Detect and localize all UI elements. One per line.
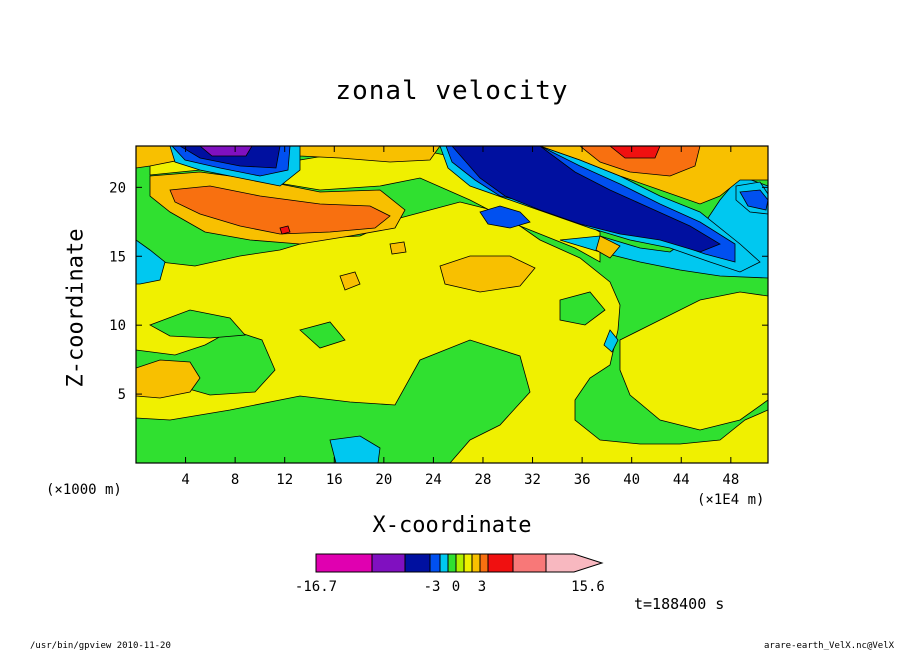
y-tick-label: 20 <box>109 180 126 196</box>
footer-left: /usr/bin/gpview 2010-11-20 <box>30 641 171 651</box>
colorbar-swatch <box>487 553 514 573</box>
x-axis-label: X-coordinate <box>372 513 532 538</box>
colorbar: -16.7 -3 0 3 15.6 <box>295 553 605 595</box>
colorbar-label: -3 <box>424 579 441 595</box>
colorbar-swatch <box>455 553 465 573</box>
x-scale-note: (×1E4 m) <box>697 492 765 508</box>
chart-title: zonal velocity <box>335 76 569 106</box>
colorbar-label: -16.7 <box>295 579 337 595</box>
y-axis-label: Z-coordinate <box>63 228 89 388</box>
x-tick-label: 40 <box>623 472 640 488</box>
x-axis: 4 8 12 16 20 24 28 32 36 40 44 48 <box>181 146 739 488</box>
colorbar-swatch <box>545 553 604 573</box>
x-tick-label: 48 <box>722 472 739 488</box>
time-label: t=188400 s <box>634 595 725 613</box>
x-tick-label: 4 <box>181 472 189 488</box>
y-tick-label: 10 <box>109 318 126 334</box>
colorbar-label: 0 <box>452 579 460 595</box>
x-tick-label: 16 <box>326 472 343 488</box>
colorbar-swatch <box>471 553 481 573</box>
colorbar-swatch <box>371 553 406 573</box>
colorbar-label: 15.6 <box>571 579 605 595</box>
x-tick-label: 20 <box>375 472 392 488</box>
x-tick-label: 44 <box>673 472 690 488</box>
colorbar-swatch <box>315 553 373 573</box>
x-tick-label: 24 <box>425 472 442 488</box>
velocity-field <box>136 146 768 463</box>
colorbar-swatch <box>404 553 431 573</box>
x-unit-note: (×1000 m) <box>46 482 122 498</box>
x-tick-label: 8 <box>231 472 239 488</box>
colorbar-swatch <box>512 553 547 573</box>
colorbar-swatch <box>439 553 449 573</box>
footer-right: arare-earth_VelX.nc@VelX <box>764 641 895 651</box>
colorbar-swatch <box>429 553 441 573</box>
x-tick-label: 28 <box>475 472 492 488</box>
plot-frame <box>135 145 769 464</box>
y-tick-label: 15 <box>109 249 126 265</box>
colorbar-swatch <box>479 553 489 573</box>
y-tick-label: 5 <box>118 387 126 403</box>
colorbar-label: 3 <box>478 579 486 595</box>
x-tick-label: 36 <box>574 472 591 488</box>
colorbar-swatch <box>447 553 457 573</box>
y-axis: 5 10 15 20 <box>109 180 768 403</box>
x-tick-label: 12 <box>276 472 293 488</box>
x-tick-label: 32 <box>524 472 541 488</box>
colorbar-swatch <box>463 553 473 573</box>
